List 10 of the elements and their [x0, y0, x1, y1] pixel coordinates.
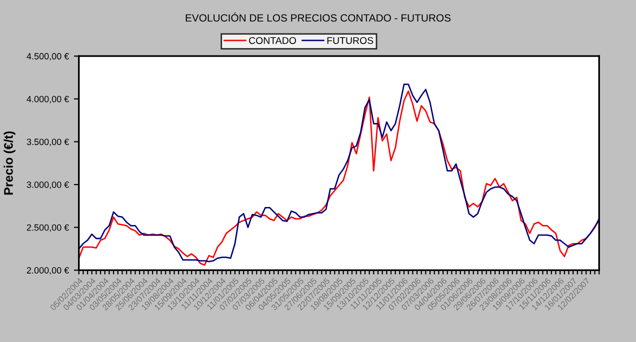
y-tick-label: 3.000,00 € — [26, 182, 70, 189]
y-tick-label: 4.000,00 € — [26, 96, 70, 104]
legend-label: CONTADO — [249, 37, 296, 44]
y-axis-title: Precio (€/t) — [4, 131, 16, 195]
chart-title: EVOLUCIÓN DE LOS PRECIOS CONTADO - FUTUROS — [186, 12, 451, 22]
y-tick-label: 2.500,00 € — [26, 224, 70, 232]
legend-label: FUTUROS — [327, 37, 374, 44]
y-tick-label: 4.500,00 € — [26, 53, 70, 61]
y-tick-label: 2.000,00 € — [26, 267, 70, 275]
y-tick-label: 3.500,00 € — [26, 138, 70, 146]
